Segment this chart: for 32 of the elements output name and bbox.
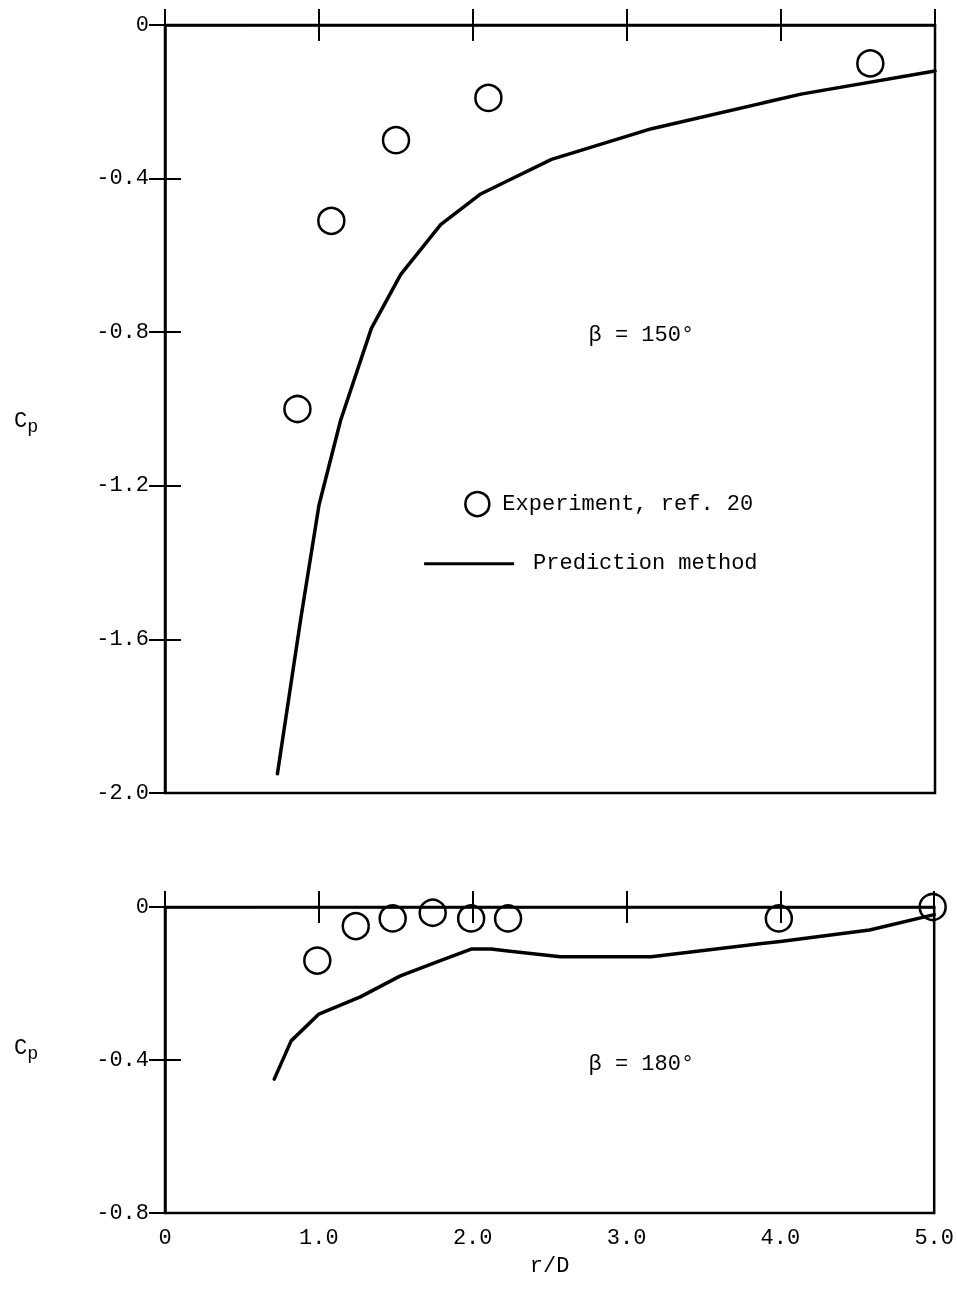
- x-tick-label: 5.0: [914, 1225, 954, 1251]
- y-tick-label: -2.0: [96, 780, 149, 806]
- legend-label: Experiment, ref. 20: [502, 491, 754, 517]
- point: [381, 125, 411, 155]
- point: [378, 904, 407, 933]
- point: [418, 898, 447, 927]
- legend-label: Prediction method: [533, 551, 758, 577]
- annotation: β = 180°: [588, 1052, 695, 1078]
- y-tick-label: -1.2: [96, 473, 149, 499]
- y-axis-title: C$_{p}$: [14, 409, 39, 439]
- y-tick-label: -0.4: [96, 1047, 149, 1073]
- y-tick-label: -0.8: [96, 1200, 149, 1226]
- y-tick-label: 0: [135, 12, 149, 38]
- point: [856, 49, 885, 78]
- point: [493, 904, 523, 933]
- point: [341, 911, 371, 941]
- x-tick-label: 4.0: [760, 1225, 801, 1251]
- point: [283, 394, 312, 424]
- x-axis-title: r/D: [529, 1253, 570, 1279]
- annotation: β = 150°: [588, 323, 695, 349]
- x-tick-label: 1.0: [299, 1225, 339, 1251]
- x-tick-label: 2.0: [452, 1225, 493, 1251]
- y-tick-label: 0: [135, 894, 149, 920]
- y-tick-label: -1.6: [96, 626, 149, 652]
- x-tick-label: 3.0: [606, 1225, 647, 1251]
- y-tick-label: -0.4: [96, 166, 149, 192]
- point: [303, 946, 332, 975]
- y-tick-label: -0.8: [96, 319, 149, 345]
- x-tick-label: 0: [158, 1225, 172, 1251]
- point: [317, 206, 346, 236]
- y-axis-title: C$_{p}$: [14, 1035, 39, 1065]
- point: [474, 83, 503, 113]
